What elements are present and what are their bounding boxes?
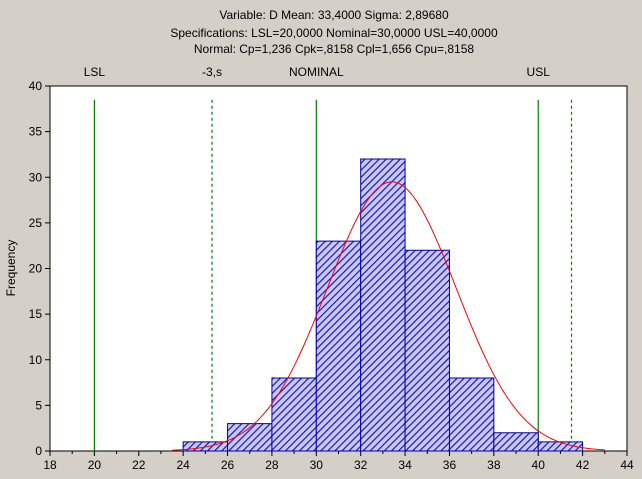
y-tick-label: 10 [29, 353, 43, 367]
y-tick-label: 35 [29, 125, 43, 139]
normal-curve-line [172, 181, 605, 451]
histogram-bar-7 [493, 432, 539, 452]
y-tick-label: 30 [29, 170, 43, 184]
x-tick-label: 24 [176, 458, 190, 472]
y-tick-label: 25 [29, 216, 43, 230]
spec-label-1: -3,s [202, 65, 222, 79]
x-tick-label: 22 [132, 458, 146, 472]
x-tick-label: 32 [354, 458, 368, 472]
histogram-bar-5 [404, 249, 450, 452]
x-tick-label: 38 [487, 458, 501, 472]
x-tick-label: 40 [532, 458, 546, 472]
spec-labels: LSL -3,s NOMINAL USL [84, 65, 551, 79]
y-tick-label: 0 [35, 444, 42, 458]
histogram-bar-2 [271, 377, 317, 452]
x-tick-label: 30 [310, 458, 324, 472]
x-tick-label: 36 [443, 458, 457, 472]
histogram-bar-4 [360, 158, 406, 452]
x-tick-label: 44 [620, 458, 634, 472]
x-tick-label: 18 [43, 458, 57, 472]
y-tick-label: 40 [29, 79, 43, 93]
histogram-bar-3 [315, 240, 362, 452]
header-line-1: Variable: D Mean: 33,4000 Sigma: 2,89680 [219, 8, 449, 22]
spec-label-3: USL [527, 65, 551, 79]
histogram-bars [182, 158, 584, 452]
y-axis: 0 5 10 15 20 25 30 35 40 [29, 79, 50, 458]
x-tick-label: 28 [265, 458, 279, 472]
y-tick-label: 15 [29, 307, 43, 321]
x-tick-label: 26 [221, 458, 235, 472]
spec-label-2: NOMINAL [289, 65, 344, 79]
header-line-3: Normal: Cp=1,236 Cpk=,8158 Cpl=1,656 Cpu… [194, 42, 475, 56]
x-tick-label: 42 [576, 458, 590, 472]
x-tick-label: 34 [398, 458, 412, 472]
y-tick-label: 20 [29, 262, 43, 276]
x-axis: 18 20 22 24 26 28 30 32 34 36 38 40 42 44 [43, 451, 634, 472]
y-tick-label: 5 [35, 398, 42, 412]
y-axis-label: Frequency [4, 240, 18, 297]
header-line-2: Specifications: LSL=20,0000 Nominal=30,0… [170, 26, 498, 40]
spec-label-0: LSL [84, 65, 106, 79]
x-tick-label: 20 [88, 458, 102, 472]
normal-curve [172, 181, 605, 451]
histogram-bar-6 [448, 377, 495, 452]
